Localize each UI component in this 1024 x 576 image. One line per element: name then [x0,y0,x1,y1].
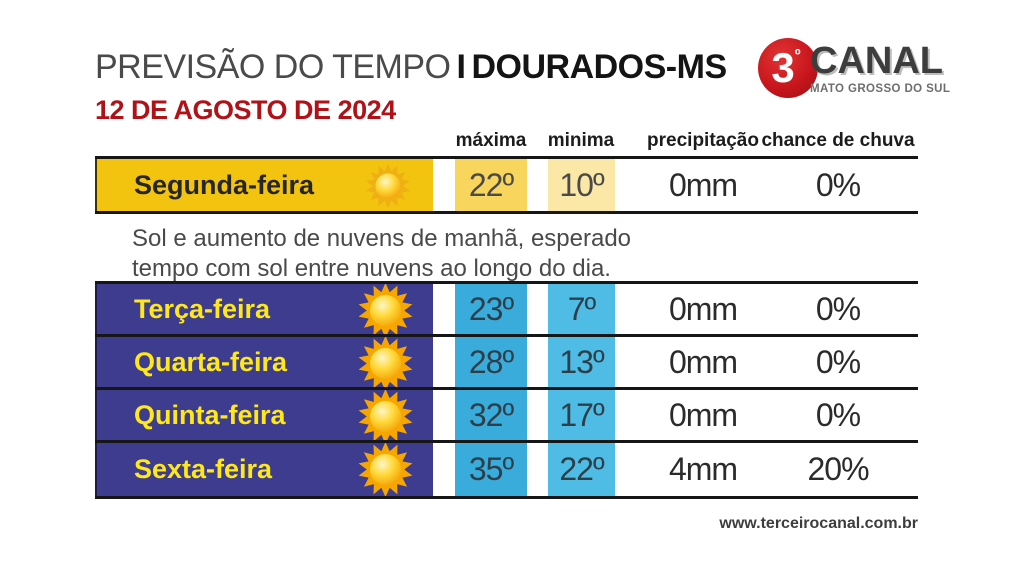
min-temp-cell: 17º [548,390,615,440]
table-row: Terça-feira 23º 7º 0mm 0% [95,284,918,337]
column-header-precip: precipitação [647,130,759,151]
rain-chance-value: 20% [807,451,869,487]
logo-text: CANAL MATO GROSSO DO SUL [810,40,951,95]
summary-line: Sol e aumento de nuvens de manhã, espera… [132,225,632,252]
min-temp-cell: 13º [548,337,615,387]
column-header-chance: chance de chuva [761,130,915,151]
rain-chance-value: 0% [815,343,861,380]
column-header-max: máxima [455,130,527,151]
day-label: Quarta-feira [134,346,288,377]
day-label: Quinta-feira [134,399,286,430]
table-row: Quarta-feira 28º 13º 0mm 0% [95,337,918,390]
week-table: Terça-feira 23º 7º 0mm 0% Quarta-feira 2… [95,281,918,499]
precipitation-value: 0mm [668,343,738,380]
column-header-min: minima [547,130,615,151]
precipitation-value: 4mm [668,451,738,487]
precipitation-value: 0mm [668,396,738,433]
logo-subtitle: MATO GROSSO DO SUL [810,83,951,95]
min-temp-cell: 7º [548,284,615,334]
canal-logo: 3 º CANAL MATO GROSSO DO SUL [758,36,951,106]
title-separator: I [456,48,466,86]
sun-icon [358,337,413,387]
max-temp-cell: 32º [455,390,527,440]
precipitation-value: 0mm [668,290,738,327]
today-table: Segunda-feira 22º 10º 0mm 0% [95,156,918,214]
column-headers: máxima minima precipitação chance de chu… [95,130,918,154]
forecast-date: 12 DE AGOSTO DE 2024 [95,95,396,125]
page-title: PREVISÃO DO TEMPO I DOURADOS-MS [95,48,727,87]
sun-icon [366,163,410,209]
sun-icon [358,390,413,440]
day-label: Terça-feira [134,293,271,324]
rain-chance-value: 0% [815,166,861,203]
rain-chance-value: 0% [815,396,861,433]
logo-degree: º [794,47,801,64]
table-row: Sexta-feira 35º 22º 4mm 20% [95,443,918,496]
title-main: PREVISÃO DO TEMPO [95,48,451,86]
logo-name: CANAL [810,40,943,82]
logo-number: 3 [771,44,795,91]
table-row: Segunda-feira 22º 10º 0mm 0% [95,159,918,211]
min-temp-cell: 10º [548,159,615,211]
max-temp-cell: 35º [455,443,527,496]
sun-icon [358,284,413,334]
day-label: Segunda-feira [134,169,315,200]
logo-circle: 3 º [758,38,818,98]
max-temp-cell: 28º [455,337,527,387]
max-temp-cell: 22º [455,159,527,211]
summary-line: tempo com sol entre nuvens ao longo do d… [132,255,611,282]
rain-chance-value: 0% [815,290,861,327]
sun-icon [358,443,413,496]
forecast-summary: Sol e aumento de nuvens de manhã, espera… [132,224,631,284]
table-row: Quinta-feira 32º 17º 0mm 0% [95,390,918,443]
precipitation-value: 0mm [668,166,738,203]
max-temp-cell: 23º [455,284,527,334]
min-temp-cell: 22º [548,443,615,496]
title-location: DOURADOS-MS [471,48,727,86]
day-label: Sexta-feira [134,454,273,484]
website-url: www.terceirocanal.com.br [719,515,918,532]
